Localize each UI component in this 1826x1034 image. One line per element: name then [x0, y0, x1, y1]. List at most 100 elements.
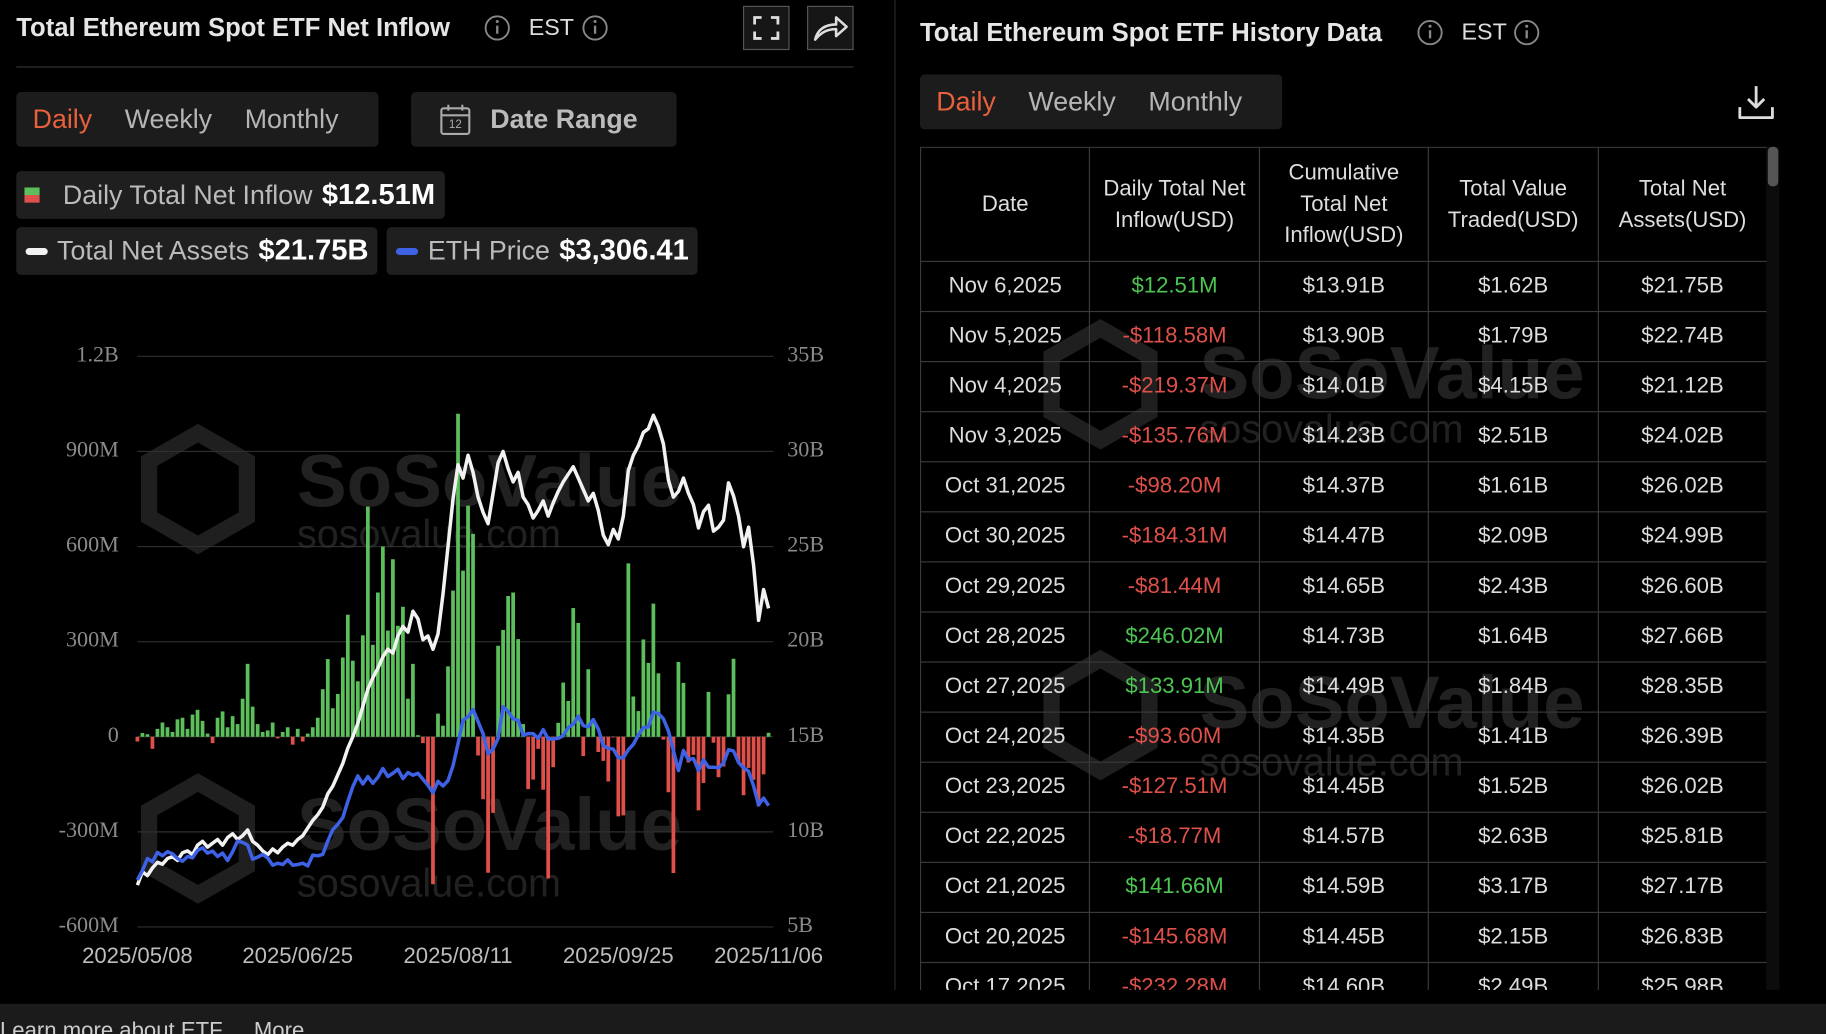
table-cell: $13.91B	[1259, 261, 1428, 311]
watermark-logo	[149, 783, 247, 895]
table-cell: $2.15B	[1429, 912, 1598, 962]
x-tick-label: 2025/11/06	[714, 943, 823, 968]
table-cell: $27.66B	[1598, 612, 1767, 662]
table-cell: $1.79B	[1429, 312, 1598, 362]
bar	[141, 733, 145, 737]
bar	[626, 563, 630, 736]
table-row: Nov 3,2025-$135.76M$14.23B$2.51B$24.02B	[921, 412, 1768, 462]
table-cell: $133.91M	[1090, 662, 1259, 712]
bar	[561, 683, 565, 737]
bar	[436, 714, 440, 737]
bar	[286, 727, 290, 737]
bar	[581, 737, 585, 756]
bar	[256, 724, 260, 737]
y2-tick-label: 15B	[787, 722, 824, 747]
table-cell: $141.66M	[1090, 862, 1259, 912]
table-cell: Oct 31,2025	[921, 462, 1090, 512]
table-cell: Nov 3,2025	[921, 412, 1090, 462]
watermark: sosovalue.com	[297, 512, 561, 556]
y2-tick-label: 30B	[787, 437, 824, 462]
table-row: Oct 28,2025$246.02M$14.73B$1.64B$27.66B	[921, 612, 1768, 662]
table-viewport: DateDaily Total Net Inflow(USD)Cumulativ…	[920, 147, 1768, 990]
column-header: Date	[921, 147, 1090, 261]
table-cell: $1.61B	[1429, 462, 1598, 512]
footer-text: Learn more about ETF	[0, 1019, 223, 1034]
table-row: Oct 22,2025-$18.77M$14.57B$2.63B$25.81B	[921, 812, 1768, 862]
watermark: sosovalue.com	[297, 862, 561, 906]
bar	[677, 662, 681, 737]
header-row: DateDaily Total Net Inflow(USD)Cumulativ…	[921, 147, 1768, 261]
footer: Learn more about ETF More	[0, 1004, 1826, 1034]
bar	[451, 591, 455, 737]
bar	[406, 699, 410, 737]
chart: SoSoValue sosovalue.com SoSoValue sosova…	[0, 0, 885, 1002]
x-tick-label: 2025/06/25	[242, 943, 353, 968]
bar	[421, 737, 425, 743]
table-row: Oct 20,2025-$145.68M$14.45B$2.15B$26.83B	[921, 912, 1768, 962]
bar	[732, 659, 736, 737]
table-row: Oct 27,2025$133.91M$14.49B$1.84B$28.35B	[921, 662, 1768, 712]
footer-link[interactable]: More	[254, 1019, 304, 1034]
table-row: Oct 31,2025-$98.20M$14.37B$1.61B$26.02B	[921, 462, 1768, 512]
bar	[311, 727, 315, 737]
bar	[707, 692, 711, 737]
bar	[526, 737, 530, 789]
bar	[226, 727, 230, 737]
bar	[301, 737, 305, 742]
x-tick-label: 2025/08/11	[404, 943, 513, 968]
bar	[176, 719, 180, 736]
table-cell: $13.90B	[1259, 312, 1428, 362]
table-cell: Oct 20,2025	[921, 912, 1090, 962]
table-cell: $21.12B	[1598, 362, 1767, 412]
table-cell: Oct 17,2025	[921, 962, 1090, 989]
table-row: Nov 6,2025$12.51M$13.91B$1.62B$21.75B	[921, 261, 1768, 311]
bar	[156, 729, 160, 737]
table-cell: $246.02M	[1090, 612, 1259, 662]
table-cell: $1.64B	[1429, 612, 1598, 662]
table-row: Oct 17,2025-$232.28M$14.60B$2.49B$25.98B	[921, 962, 1768, 989]
table-cell: Oct 29,2025	[921, 562, 1090, 612]
table-row: Oct 24,2025-$93.60M$14.35B$1.41B$26.39B	[921, 712, 1768, 762]
bar	[697, 737, 701, 811]
scrollbar-thumb[interactable]	[1768, 147, 1778, 187]
bar	[336, 694, 340, 737]
table-cell: $2.51B	[1429, 412, 1598, 462]
bar	[266, 730, 270, 736]
table-cell: $14.45B	[1259, 762, 1428, 812]
table-cell: Oct 22,2025	[921, 812, 1090, 862]
bar	[476, 737, 480, 756]
table-cell: $14.23B	[1259, 412, 1428, 462]
table-cell: $21.75B	[1598, 261, 1767, 311]
bar	[186, 729, 190, 737]
y2-tick-label: 35B	[787, 341, 824, 366]
bar	[231, 716, 235, 737]
bar	[171, 732, 175, 737]
table-cell: Nov 6,2025	[921, 261, 1090, 311]
bar	[346, 615, 350, 737]
bar	[466, 506, 470, 737]
bar	[281, 732, 285, 737]
bar	[381, 547, 385, 737]
bar	[682, 683, 686, 737]
bar	[136, 737, 140, 742]
bar	[767, 733, 771, 737]
table-cell: Nov 4,2025	[921, 362, 1090, 412]
table-cell: $26.83B	[1598, 912, 1767, 962]
scrollbar[interactable]	[1767, 147, 1780, 990]
bar	[236, 724, 240, 737]
table-cell: $14.01B	[1259, 362, 1428, 412]
table-cell: $2.63B	[1429, 812, 1598, 862]
bar	[151, 737, 155, 749]
table-cell: $14.57B	[1259, 812, 1428, 862]
bar	[461, 571, 465, 737]
bar	[361, 635, 365, 736]
bar	[331, 708, 335, 737]
bar	[541, 737, 545, 790]
table-cell: $28.35B	[1598, 662, 1767, 712]
bar	[456, 414, 460, 737]
table-cell: Nov 5,2025	[921, 312, 1090, 362]
y2-tick-label: 10B	[787, 817, 824, 842]
table-cell: $26.02B	[1598, 762, 1767, 812]
bar	[216, 718, 220, 737]
